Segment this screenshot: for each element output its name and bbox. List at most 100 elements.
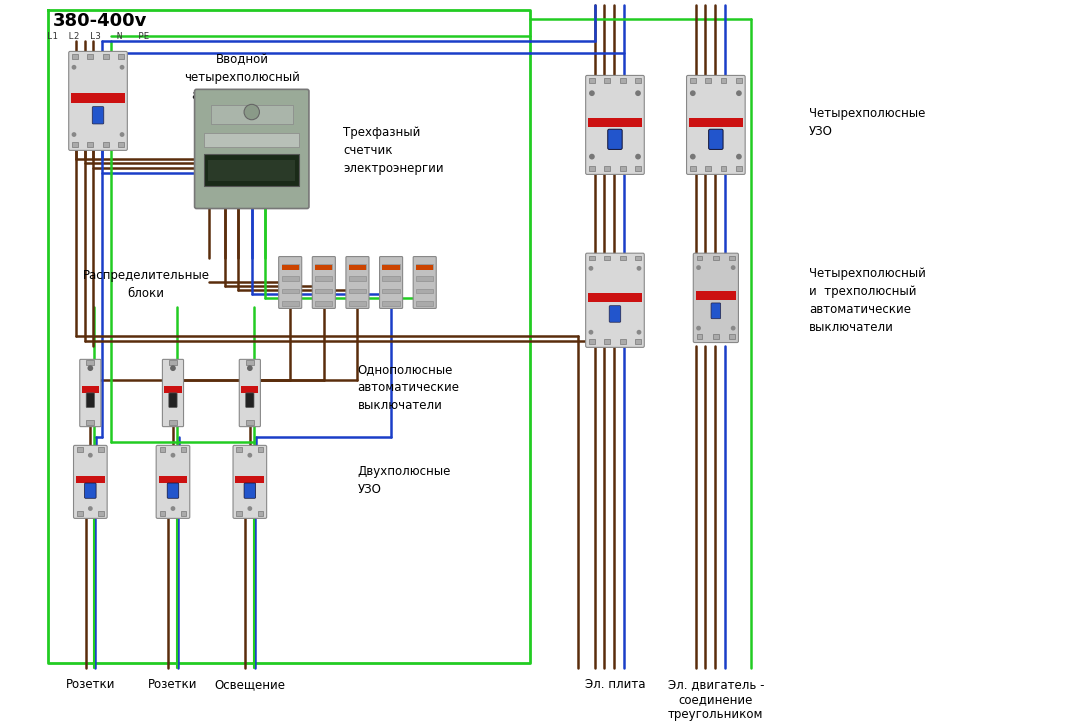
Bar <box>71 94 125 103</box>
Bar <box>204 154 299 186</box>
Bar <box>349 276 366 281</box>
Circle shape <box>120 65 124 70</box>
Bar <box>383 301 400 305</box>
Bar <box>77 511 82 516</box>
Bar <box>281 264 298 269</box>
Bar <box>257 447 264 452</box>
Text: 380-400v: 380-400v <box>53 12 147 30</box>
Circle shape <box>170 365 176 371</box>
Text: Эл. двигатель -
соединение
треугольником: Эл. двигатель - соединение треугольником <box>668 679 764 721</box>
Bar <box>589 256 595 260</box>
Bar <box>416 301 433 305</box>
Bar <box>86 360 94 365</box>
FancyBboxPatch shape <box>711 303 721 319</box>
Bar <box>169 420 177 425</box>
FancyBboxPatch shape <box>608 129 623 149</box>
Bar <box>281 276 298 281</box>
Bar <box>181 447 186 452</box>
Bar <box>636 339 641 344</box>
Bar <box>619 256 626 260</box>
FancyBboxPatch shape <box>686 75 745 175</box>
Bar <box>86 420 94 425</box>
Bar <box>690 166 696 171</box>
FancyBboxPatch shape <box>244 483 255 498</box>
Bar <box>383 276 400 281</box>
Bar <box>349 265 366 270</box>
Circle shape <box>248 453 252 457</box>
Bar <box>383 265 400 270</box>
Bar <box>211 105 293 123</box>
Bar <box>713 256 719 260</box>
Text: L1  L2  L3   N   PE: L1 L2 L3 N PE <box>46 32 149 41</box>
Bar <box>589 166 595 171</box>
Bar <box>164 386 182 393</box>
Bar <box>588 118 642 127</box>
Bar <box>619 78 626 83</box>
Bar <box>76 476 105 484</box>
Bar <box>619 166 626 171</box>
Bar <box>713 334 719 339</box>
Bar <box>237 511 242 516</box>
Bar <box>98 447 104 452</box>
Bar <box>589 78 595 83</box>
Bar <box>730 256 735 260</box>
Circle shape <box>71 132 77 137</box>
FancyBboxPatch shape <box>86 393 94 407</box>
Bar <box>316 276 333 281</box>
Circle shape <box>736 91 742 96</box>
Circle shape <box>88 506 93 511</box>
Bar <box>316 301 333 305</box>
Bar <box>118 54 124 59</box>
Circle shape <box>696 326 700 331</box>
Bar <box>416 264 433 269</box>
Bar <box>416 289 433 294</box>
Text: Однополюсные
автоматические
выключатели: Однополюсные автоматические выключатели <box>358 362 459 412</box>
Text: Четырехполюсный
и  трехполюсный
автоматические
выключатели: Четырехполюсный и трехполюсный автоматич… <box>809 268 926 334</box>
Bar <box>98 511 104 516</box>
Circle shape <box>588 330 593 335</box>
Bar <box>736 78 742 83</box>
Bar <box>416 265 433 270</box>
Text: Вводной
четырехполюсный
автоматический
выключатель: Вводной четырехполюсный автоматический в… <box>184 53 301 120</box>
Circle shape <box>88 365 93 371</box>
Bar <box>636 256 641 260</box>
Bar <box>159 476 187 484</box>
Bar <box>721 78 726 83</box>
Bar <box>588 293 642 302</box>
Circle shape <box>690 91 696 96</box>
Bar <box>696 334 703 339</box>
Bar <box>316 265 333 270</box>
Text: Распределительные
блоки: Распределительные блоки <box>82 269 210 300</box>
Bar <box>160 447 165 452</box>
Bar <box>736 166 742 171</box>
Bar <box>118 142 124 147</box>
Bar <box>696 291 736 299</box>
Bar <box>160 511 165 516</box>
FancyBboxPatch shape <box>245 393 254 407</box>
Bar <box>316 289 333 294</box>
Bar <box>316 264 333 269</box>
Bar <box>257 511 264 516</box>
Bar <box>705 78 711 83</box>
FancyBboxPatch shape <box>413 257 437 308</box>
FancyBboxPatch shape <box>346 257 369 308</box>
Text: Эл. плита: Эл. плита <box>585 679 645 692</box>
Circle shape <box>88 453 93 457</box>
Bar <box>619 339 626 344</box>
Bar <box>589 339 595 344</box>
Bar <box>72 54 78 59</box>
Bar <box>88 142 93 147</box>
Bar <box>349 289 366 294</box>
Bar <box>204 133 299 146</box>
FancyBboxPatch shape <box>74 445 107 518</box>
Bar <box>689 118 743 127</box>
Circle shape <box>171 453 175 457</box>
Circle shape <box>244 104 259 120</box>
FancyBboxPatch shape <box>586 253 644 347</box>
FancyBboxPatch shape <box>162 360 184 426</box>
Bar <box>690 78 696 83</box>
Bar <box>383 264 400 269</box>
Text: Розетки: Розетки <box>66 679 115 692</box>
Bar <box>604 166 610 171</box>
Text: Четырехполюсные
УЗО: Четырехполюсные УЗО <box>809 107 925 138</box>
